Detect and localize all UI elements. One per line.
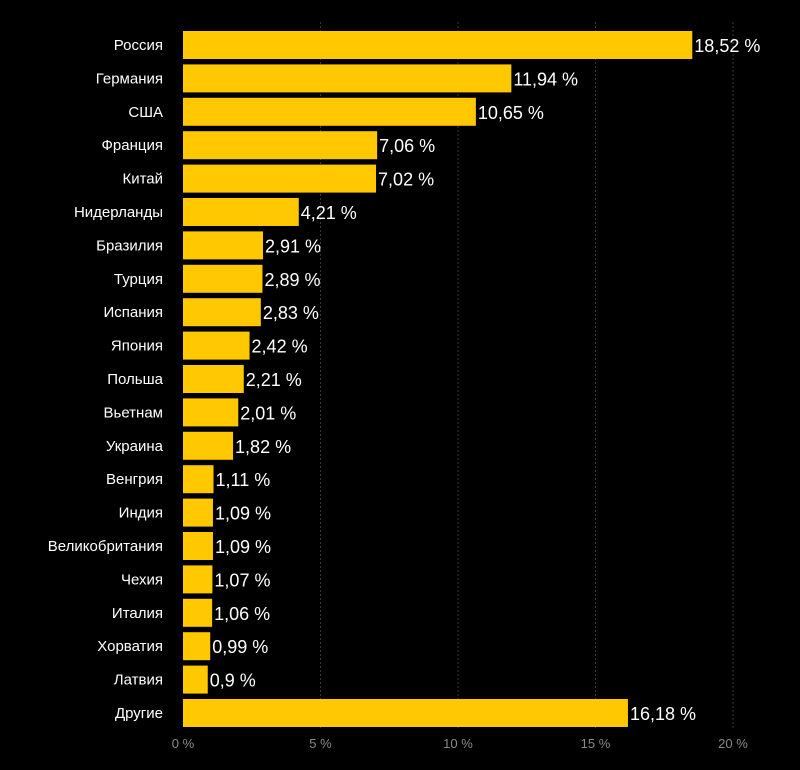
bar [183,331,250,360]
value-label: 11,94 % [513,69,578,89]
category-label: Польша [107,371,163,388]
value-label: 2,21 % [246,370,302,390]
bar [183,665,208,694]
bar [183,298,261,327]
bar [183,532,213,560]
category-label: Италия [112,605,163,622]
category-label: Хорватия [97,638,163,655]
value-label: 1,09 % [215,537,271,557]
category-label: Великобритания [48,538,163,555]
value-label: 0,99 % [212,637,268,657]
x-tick-label: 5 % [309,736,332,751]
bar [183,498,213,527]
bar [183,365,244,393]
category-label: США [128,104,163,121]
value-label: 1,11 % [216,470,271,490]
x-tick-label: 20 % [718,736,748,751]
x-tick-label: 0 % [172,736,195,751]
value-label: 18,52 % [694,36,760,56]
category-labels: Россия Германия США Франция Китай Нидерланды Б… [48,37,164,722]
category-label: Турция [114,271,163,288]
category-label: Испания [103,304,163,321]
value-label: 0,9 % [210,671,256,691]
category-label: Япония [111,338,163,355]
category-label: Бразилия [96,237,163,254]
value-label: 2,42 % [252,337,308,357]
bar [183,64,512,93]
bar [183,699,628,727]
value-label: 7,06 % [379,136,435,156]
value-label: 1,82 % [235,437,291,457]
category-label: Нидерланды [74,204,163,221]
category-label: Другие [115,705,163,722]
category-label: Венгрия [106,471,163,488]
value-label: 7,02 % [378,170,434,190]
value-label: 4,21 % [301,203,357,223]
category-label: Германия [96,70,163,87]
category-label: Индия [119,505,163,522]
value-label: 10,65 % [478,103,544,123]
bar [183,632,211,661]
value-label: 16,18 % [630,704,696,724]
bars-group [183,31,693,727]
value-label: 2,89 % [264,270,320,290]
value-label: 1,06 % [214,604,270,624]
bar [183,431,234,460]
x-axis-ticks: 0 % 5 % 10 % 15 % 20 % [172,736,748,751]
x-tick-label: 15 % [581,736,611,751]
x-tick-label: 10 % [443,736,473,751]
bar [183,264,263,293]
bar [183,398,239,427]
value-labels: 18,52 % 11,94 % 10,65 % 7,06 % 7,02 % 4,21 % 2… [210,36,761,724]
category-label: Вьетнам [104,404,163,421]
category-label: Латвия [114,672,163,689]
category-label: Чехия [121,571,163,588]
grid-lines [320,22,734,728]
bar [183,598,213,627]
category-label: Россия [114,37,163,54]
bar [183,565,213,594]
value-label: 2,83 % [263,303,319,323]
bar [183,465,214,494]
category-label: Украина [106,438,164,455]
category-label: Франция [102,137,163,154]
bar [183,231,264,260]
bar [183,97,476,126]
bar [183,164,377,193]
value-label: 1,09 % [215,504,271,524]
value-label: 1,07 % [214,570,270,590]
bar [183,198,299,226]
bar [183,31,693,59]
bar [183,131,378,160]
value-label: 2,01 % [240,403,296,423]
value-label: 2,91 % [265,236,321,256]
category-label: Китай [122,171,163,188]
